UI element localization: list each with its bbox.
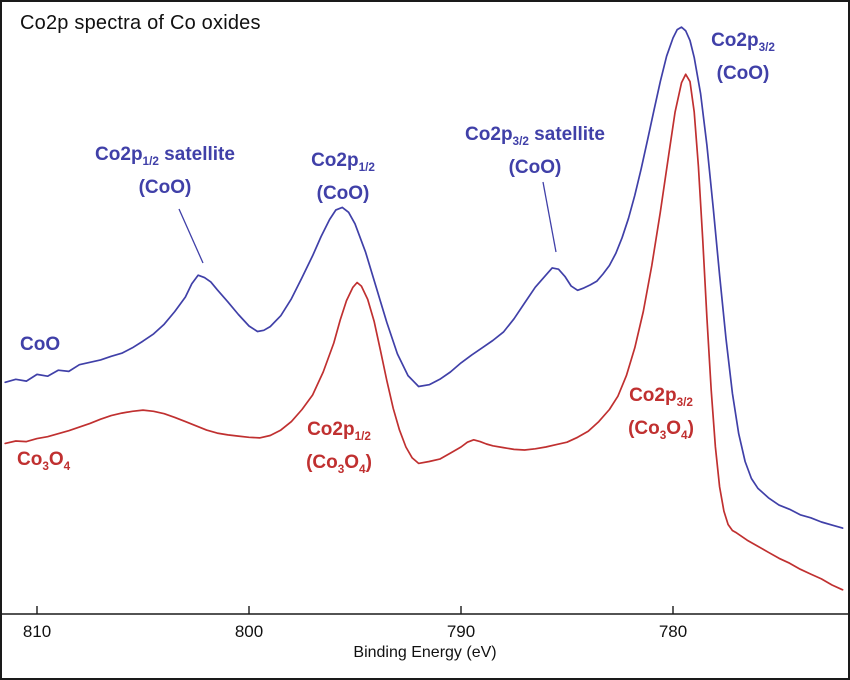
- x-tick-label: 780: [659, 622, 687, 641]
- annotation-line: Co2p1/2 satellite: [95, 144, 235, 168]
- annotation-line: (CoO): [138, 176, 192, 198]
- annotation-co2p12-satellite-coo: Co2p1/2 satellite (CoO): [95, 142, 235, 201]
- annotation-co2p32-coo: Co2p3/2 (CoO): [711, 28, 775, 87]
- annotation-pointer-co2p12-satellite-coo: [178, 208, 204, 264]
- annotation-line: (CoO): [316, 182, 370, 204]
- annotation-line: Co2p3/2: [629, 385, 693, 409]
- x-tick-label: 790: [447, 622, 475, 641]
- annotation-curve-label-co3o4: Co3O4: [17, 447, 70, 480]
- annotation-co2p32-satellite-coo: Co2p3/2 satellite (CoO): [465, 122, 605, 181]
- annotation-line: (Co3O4): [306, 451, 372, 476]
- annotation-line: (CoO): [716, 62, 770, 84]
- annotation-line: (Co3O4): [628, 417, 694, 442]
- x-axis-label: Binding Energy (eV): [353, 644, 497, 661]
- annotation-line: Co2p1/2: [307, 419, 371, 443]
- spectrum-line-co3o4: [4, 73, 844, 591]
- x-tick-label: 810: [23, 622, 51, 641]
- annotation-line: Co2p3/2: [711, 30, 775, 54]
- chart-title: Co2p spectra of Co oxides: [20, 12, 261, 34]
- annotation-line: Co2p1/2: [311, 150, 375, 174]
- annotation-pointer-co2p32-satellite-coo: [542, 181, 557, 253]
- annotation-co2p12-coo: Co2p1/2 (CoO): [311, 148, 375, 207]
- annotation-line: (CoO): [508, 156, 562, 178]
- annotation-line: CoO: [20, 334, 61, 355]
- annotation-line: Co3O4: [17, 449, 71, 473]
- spectrum-line-coo: [4, 26, 844, 529]
- annotation-co2p32-co3o4: Co2p3/2 (Co3O4): [628, 383, 694, 449]
- annotation-line: Co2p3/2 satellite: [465, 124, 605, 148]
- x-tick-label: 800: [235, 622, 263, 641]
- annotation-co2p12-co3o4: Co2p1/2 (Co3O4): [306, 417, 372, 483]
- annotation-curve-label-coo: CoO: [20, 332, 60, 358]
